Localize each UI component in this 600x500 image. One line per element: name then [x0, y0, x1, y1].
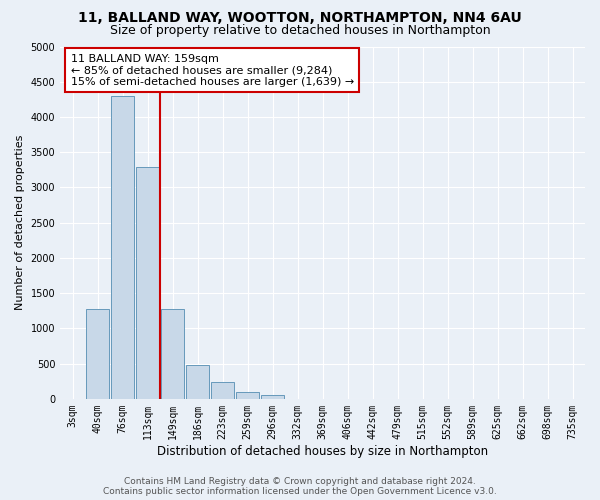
Bar	[187, 366, 209, 399]
Bar	[136, 167, 159, 399]
Text: 11 BALLAND WAY: 159sqm
← 85% of detached houses are smaller (9,284)
15% of semi-: 11 BALLAND WAY: 159sqm ← 85% of detached…	[71, 54, 354, 86]
Y-axis label: Number of detached properties: Number of detached properties	[15, 135, 25, 310]
Text: Contains HM Land Registry data © Crown copyright and database right 2024.
Contai: Contains HM Land Registry data © Crown c…	[103, 476, 497, 496]
Text: Size of property relative to detached houses in Northampton: Size of property relative to detached ho…	[110, 24, 490, 37]
Bar	[262, 396, 284, 399]
Bar	[161, 310, 184, 399]
X-axis label: Distribution of detached houses by size in Northampton: Distribution of detached houses by size …	[157, 444, 488, 458]
Text: 11, BALLAND WAY, WOOTTON, NORTHAMPTON, NN4 6AU: 11, BALLAND WAY, WOOTTON, NORTHAMPTON, N…	[78, 11, 522, 25]
Bar	[236, 392, 259, 399]
Bar	[211, 382, 234, 399]
Bar	[86, 310, 109, 399]
Bar	[112, 96, 134, 399]
